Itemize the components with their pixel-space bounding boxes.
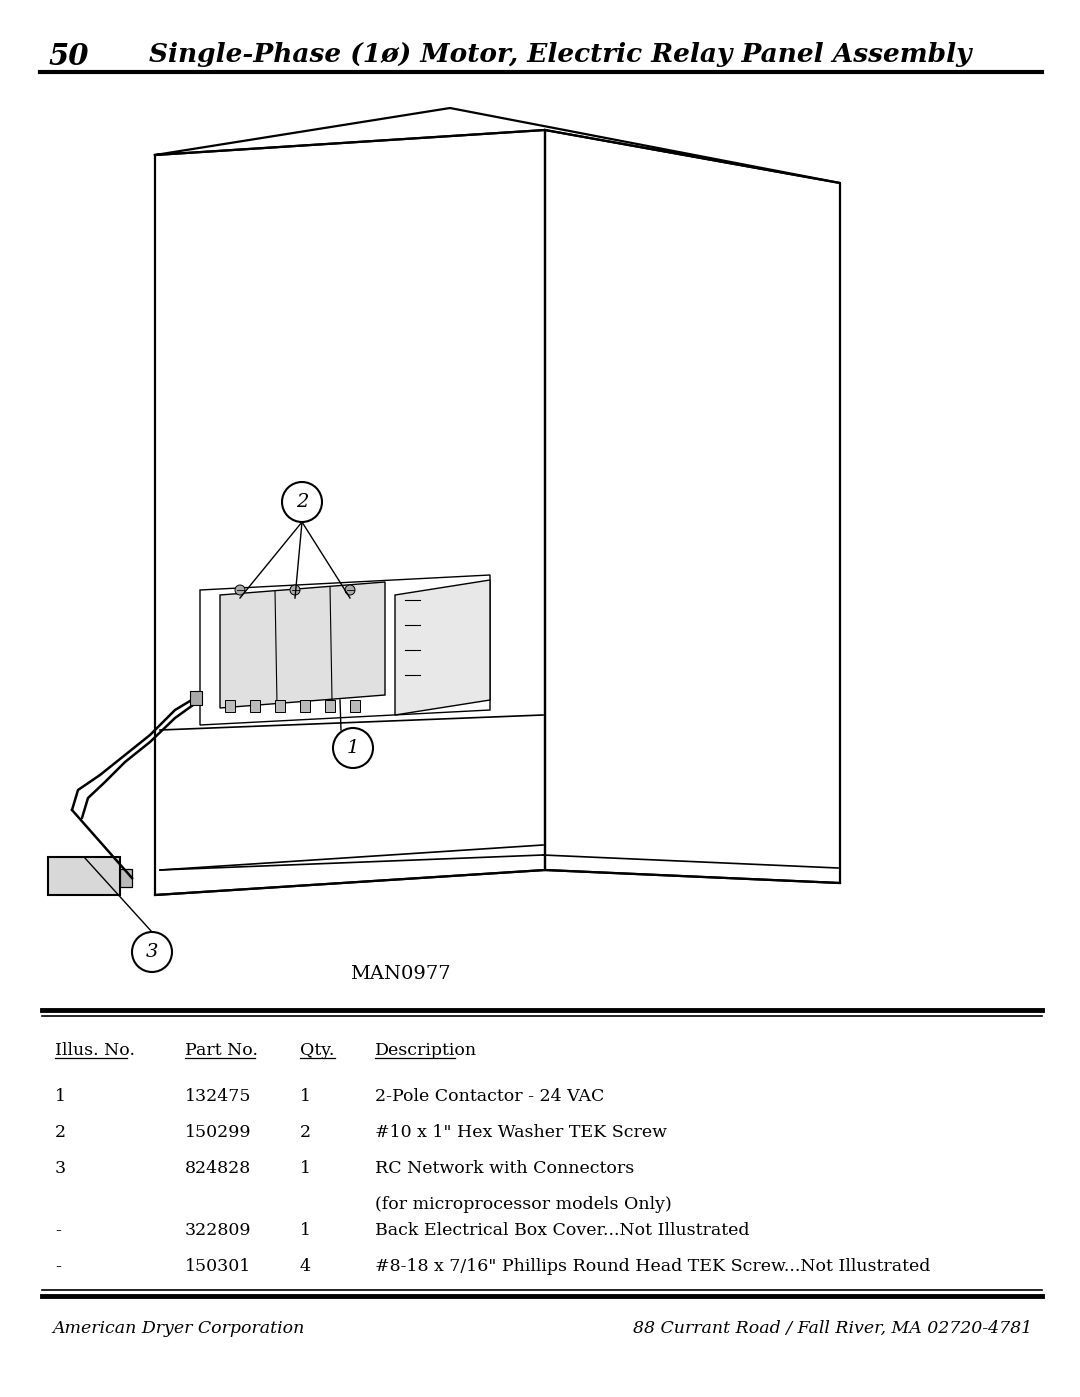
Text: 1: 1: [347, 739, 360, 757]
Bar: [300, 700, 310, 712]
Text: 1: 1: [300, 1222, 311, 1239]
Text: 4: 4: [300, 1259, 311, 1275]
Text: Description: Description: [375, 1042, 477, 1059]
Bar: [275, 700, 285, 712]
Text: 322809: 322809: [185, 1222, 252, 1239]
Polygon shape: [220, 583, 384, 708]
Text: 824828: 824828: [185, 1160, 252, 1178]
Text: 1: 1: [300, 1160, 311, 1178]
Circle shape: [291, 585, 300, 595]
Text: Qty.: Qty.: [300, 1042, 335, 1059]
Text: Illus. No.: Illus. No.: [55, 1042, 135, 1059]
Text: 2: 2: [300, 1125, 311, 1141]
Text: 2: 2: [296, 493, 308, 511]
Text: (for microprocessor models Only): (for microprocessor models Only): [375, 1196, 672, 1213]
Circle shape: [132, 932, 172, 972]
Bar: [350, 700, 360, 712]
Bar: [225, 700, 235, 712]
Text: 3: 3: [146, 943, 158, 961]
Text: 2-Pole Contactor - 24 VAC: 2-Pole Contactor - 24 VAC: [375, 1088, 605, 1105]
Text: 2: 2: [55, 1125, 66, 1141]
Text: RC Network with Connectors: RC Network with Connectors: [375, 1160, 634, 1178]
Bar: [190, 692, 202, 705]
Text: 132475: 132475: [185, 1088, 252, 1105]
Circle shape: [282, 482, 322, 522]
Text: -: -: [55, 1222, 60, 1239]
Bar: [120, 869, 132, 887]
Text: 50: 50: [48, 42, 89, 71]
Text: 1: 1: [300, 1088, 311, 1105]
Circle shape: [333, 728, 373, 768]
Bar: [48, 856, 120, 895]
Polygon shape: [200, 576, 490, 725]
Text: 88 Currant Road / Fall River, MA 02720-4781: 88 Currant Road / Fall River, MA 02720-4…: [633, 1320, 1032, 1337]
Circle shape: [235, 585, 245, 595]
Text: 1: 1: [55, 1088, 66, 1105]
Circle shape: [345, 585, 355, 595]
Polygon shape: [395, 580, 490, 715]
Text: MAN0977: MAN0977: [350, 965, 450, 983]
Text: #10 x 1" Hex Washer TEK Screw: #10 x 1" Hex Washer TEK Screw: [375, 1125, 667, 1141]
Text: American Dryer Corporation: American Dryer Corporation: [52, 1320, 305, 1337]
Text: Part No.: Part No.: [185, 1042, 258, 1059]
Bar: [325, 700, 335, 712]
Text: #8-18 x 7/16" Phillips Round Head TEK Screw...Not Illustrated: #8-18 x 7/16" Phillips Round Head TEK Sc…: [375, 1259, 930, 1275]
Text: -: -: [55, 1259, 60, 1275]
Text: 150301: 150301: [185, 1259, 252, 1275]
Text: Single-Phase (1ø) Motor, Electric Relay Panel Assembly: Single-Phase (1ø) Motor, Electric Relay …: [149, 42, 971, 67]
Text: Back Electrical Box Cover...Not Illustrated: Back Electrical Box Cover...Not Illustra…: [375, 1222, 750, 1239]
Text: 150299: 150299: [185, 1125, 252, 1141]
Bar: [249, 700, 260, 712]
Text: 3: 3: [55, 1160, 66, 1178]
